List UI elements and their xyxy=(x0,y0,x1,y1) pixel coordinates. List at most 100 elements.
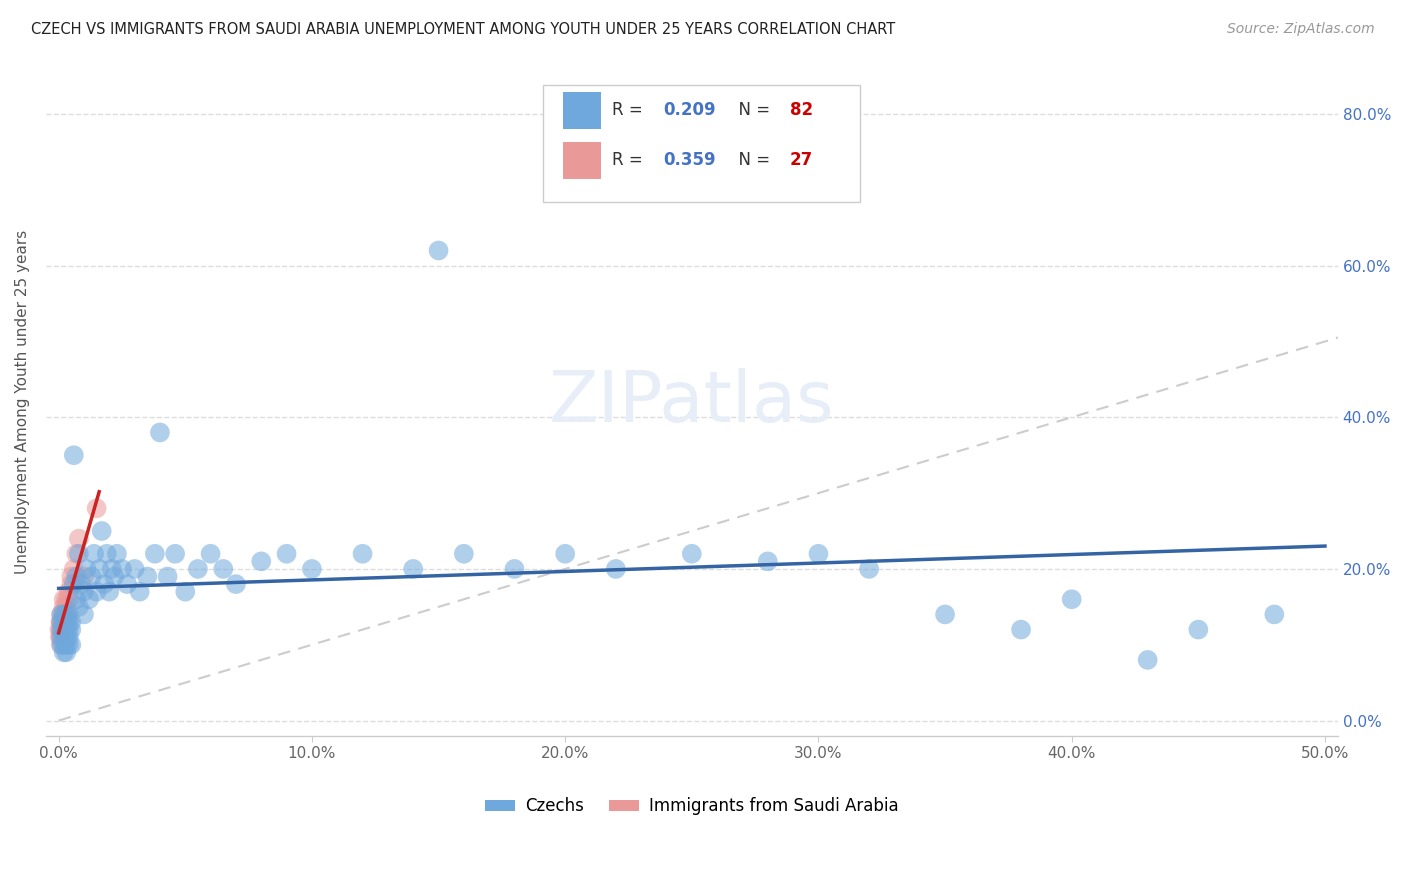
Point xyxy=(86,501,108,516)
Point xyxy=(276,547,298,561)
Point xyxy=(101,562,124,576)
Point xyxy=(73,569,96,583)
Point xyxy=(51,638,73,652)
Point xyxy=(90,524,112,538)
Point xyxy=(60,577,83,591)
Point xyxy=(143,547,166,561)
Point xyxy=(1136,653,1159,667)
Point xyxy=(174,584,197,599)
Point xyxy=(52,599,75,614)
Point xyxy=(70,577,93,591)
Point xyxy=(756,554,779,568)
Point xyxy=(55,615,77,629)
Y-axis label: Unemployment Among Youth under 25 years: Unemployment Among Youth under 25 years xyxy=(15,230,30,574)
Point xyxy=(427,244,450,258)
Point xyxy=(86,584,108,599)
Point xyxy=(301,562,323,576)
Point xyxy=(52,645,75,659)
Point xyxy=(51,630,73,644)
Point xyxy=(58,630,80,644)
Point xyxy=(128,584,150,599)
Point xyxy=(52,607,75,622)
Bar xyxy=(562,142,602,178)
Point xyxy=(1060,592,1083,607)
Point xyxy=(55,615,77,629)
Point xyxy=(402,562,425,576)
Point xyxy=(51,607,73,622)
Point xyxy=(52,592,75,607)
Point xyxy=(250,554,273,568)
Point xyxy=(76,562,98,576)
Point xyxy=(73,607,96,622)
Point xyxy=(67,532,90,546)
Point xyxy=(858,562,880,576)
Text: Source: ZipAtlas.com: Source: ZipAtlas.com xyxy=(1227,22,1375,37)
Point xyxy=(681,547,703,561)
Point xyxy=(51,638,73,652)
Point xyxy=(1187,623,1209,637)
Text: R =: R = xyxy=(612,152,648,169)
Point xyxy=(51,607,73,622)
Point xyxy=(55,630,77,644)
Point xyxy=(52,607,75,622)
Text: ZIPatlas: ZIPatlas xyxy=(548,368,835,436)
Point xyxy=(934,607,956,622)
Point xyxy=(49,630,72,644)
Point xyxy=(60,638,83,652)
Point xyxy=(55,592,77,607)
Point xyxy=(51,623,73,637)
Point xyxy=(67,547,90,561)
Point xyxy=(58,638,80,652)
Point xyxy=(111,562,134,576)
Point xyxy=(52,615,75,629)
Point xyxy=(80,569,103,583)
Text: 27: 27 xyxy=(790,152,813,169)
Point xyxy=(55,607,77,622)
Point xyxy=(55,645,77,659)
Point xyxy=(187,562,209,576)
Point xyxy=(55,623,77,637)
Point xyxy=(52,638,75,652)
Point xyxy=(51,615,73,629)
Point xyxy=(51,623,73,637)
Point xyxy=(453,547,475,561)
Point xyxy=(58,592,80,607)
Point xyxy=(93,577,115,591)
Point xyxy=(58,584,80,599)
Point xyxy=(73,584,96,599)
Point xyxy=(52,607,75,622)
Text: 0.209: 0.209 xyxy=(664,101,716,120)
Point xyxy=(65,569,87,583)
Bar xyxy=(562,92,602,128)
Point xyxy=(58,623,80,637)
Point xyxy=(225,577,247,591)
Text: R =: R = xyxy=(612,101,648,120)
Point xyxy=(60,569,83,583)
Point xyxy=(105,547,128,561)
Point xyxy=(58,615,80,629)
Point xyxy=(149,425,172,440)
Point xyxy=(60,615,83,629)
Legend: Czechs, Immigrants from Saudi Arabia: Czechs, Immigrants from Saudi Arabia xyxy=(478,791,905,822)
Point xyxy=(89,562,111,576)
Point xyxy=(807,547,830,561)
Point xyxy=(1263,607,1285,622)
Point xyxy=(55,599,77,614)
Point xyxy=(77,592,100,607)
Point xyxy=(124,562,146,576)
Point xyxy=(52,623,75,637)
Point xyxy=(55,607,77,622)
Point xyxy=(655,168,678,182)
Text: N =: N = xyxy=(728,101,775,120)
Point xyxy=(51,623,73,637)
Point xyxy=(156,569,179,583)
Point xyxy=(49,615,72,629)
Point xyxy=(48,623,70,637)
Point xyxy=(98,584,121,599)
Point xyxy=(63,577,86,591)
Point xyxy=(65,547,87,561)
Point xyxy=(503,562,526,576)
Point xyxy=(165,547,187,561)
Point xyxy=(554,547,576,561)
Point xyxy=(55,638,77,652)
